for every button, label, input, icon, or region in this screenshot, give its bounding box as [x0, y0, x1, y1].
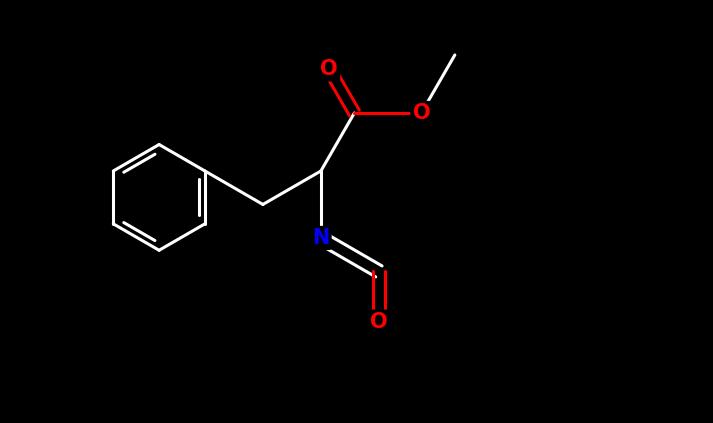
Text: O: O [320, 60, 338, 80]
Text: N: N [312, 228, 329, 248]
Text: O: O [413, 103, 430, 123]
Text: O: O [370, 312, 388, 332]
